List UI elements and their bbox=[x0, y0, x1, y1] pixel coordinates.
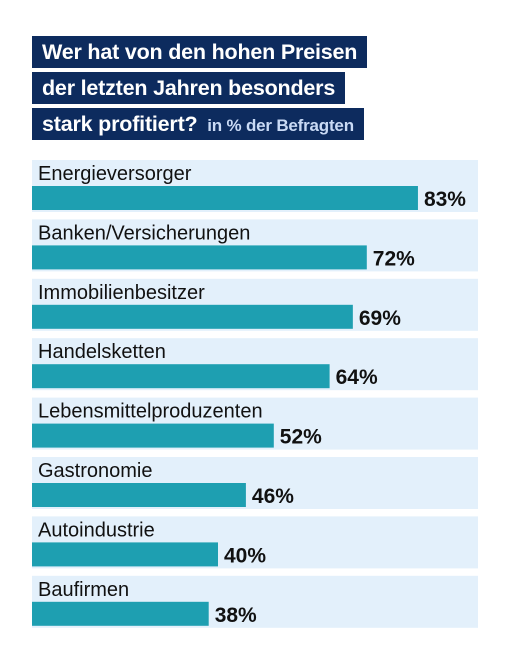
bar-row: Lebensmittelproduzenten 52% bbox=[32, 397, 478, 450]
category-label: Lebensmittelproduzenten bbox=[38, 401, 263, 423]
bar-row: Immobilienbesitzer 69% bbox=[32, 278, 478, 331]
bar bbox=[32, 245, 367, 270]
bar-row: Energieversorger 83% bbox=[32, 160, 478, 212]
value-label: 69% bbox=[359, 307, 401, 330]
value-label: 40% bbox=[224, 544, 266, 567]
bar bbox=[32, 423, 274, 448]
bar-row: Baufirmen 38% bbox=[32, 575, 478, 628]
title-line-2: der letzten Jahren besonders bbox=[32, 72, 346, 104]
title-line-1: Wer hat von den hohen Preisen bbox=[32, 36, 368, 68]
value-label: 52% bbox=[280, 426, 322, 449]
bar bbox=[32, 601, 209, 626]
bar-row: Banken/Versicherungen 72% bbox=[32, 219, 478, 272]
title-text-1: Wer hat von den hohen Preisen bbox=[42, 40, 358, 64]
bar bbox=[32, 186, 418, 210]
value-label: 72% bbox=[373, 247, 415, 270]
value-label: 64% bbox=[336, 366, 378, 389]
value-label: 46% bbox=[252, 485, 294, 508]
bar-row: Autoindustrie 40% bbox=[32, 516, 478, 569]
bar bbox=[32, 304, 353, 329]
bar-row: Handelsketten 64% bbox=[32, 338, 478, 391]
bar bbox=[32, 542, 218, 567]
category-label: Energieversorger bbox=[38, 163, 192, 185]
category-label: Autoindustrie bbox=[38, 519, 155, 541]
title-text-2: der letzten Jahren besonders bbox=[42, 76, 336, 100]
bar bbox=[32, 483, 246, 507]
title-line-3: stark profitiert? in % der Befragten bbox=[32, 108, 364, 140]
bar-row: Gastronomie 46% bbox=[32, 457, 478, 509]
bar bbox=[32, 364, 330, 389]
chart-subtitle: in % der Befragten bbox=[207, 116, 354, 135]
category-label: Baufirmen bbox=[38, 579, 129, 601]
value-label: 83% bbox=[424, 188, 466, 211]
value-label: 38% bbox=[215, 604, 257, 627]
category-label: Handelsketten bbox=[38, 341, 166, 363]
category-label: Gastronomie bbox=[38, 460, 153, 482]
category-label: Immobilienbesitzer bbox=[38, 282, 205, 304]
category-label: Banken/Versicherungen bbox=[38, 222, 250, 244]
title-text-3: stark profitiert? bbox=[42, 112, 198, 136]
